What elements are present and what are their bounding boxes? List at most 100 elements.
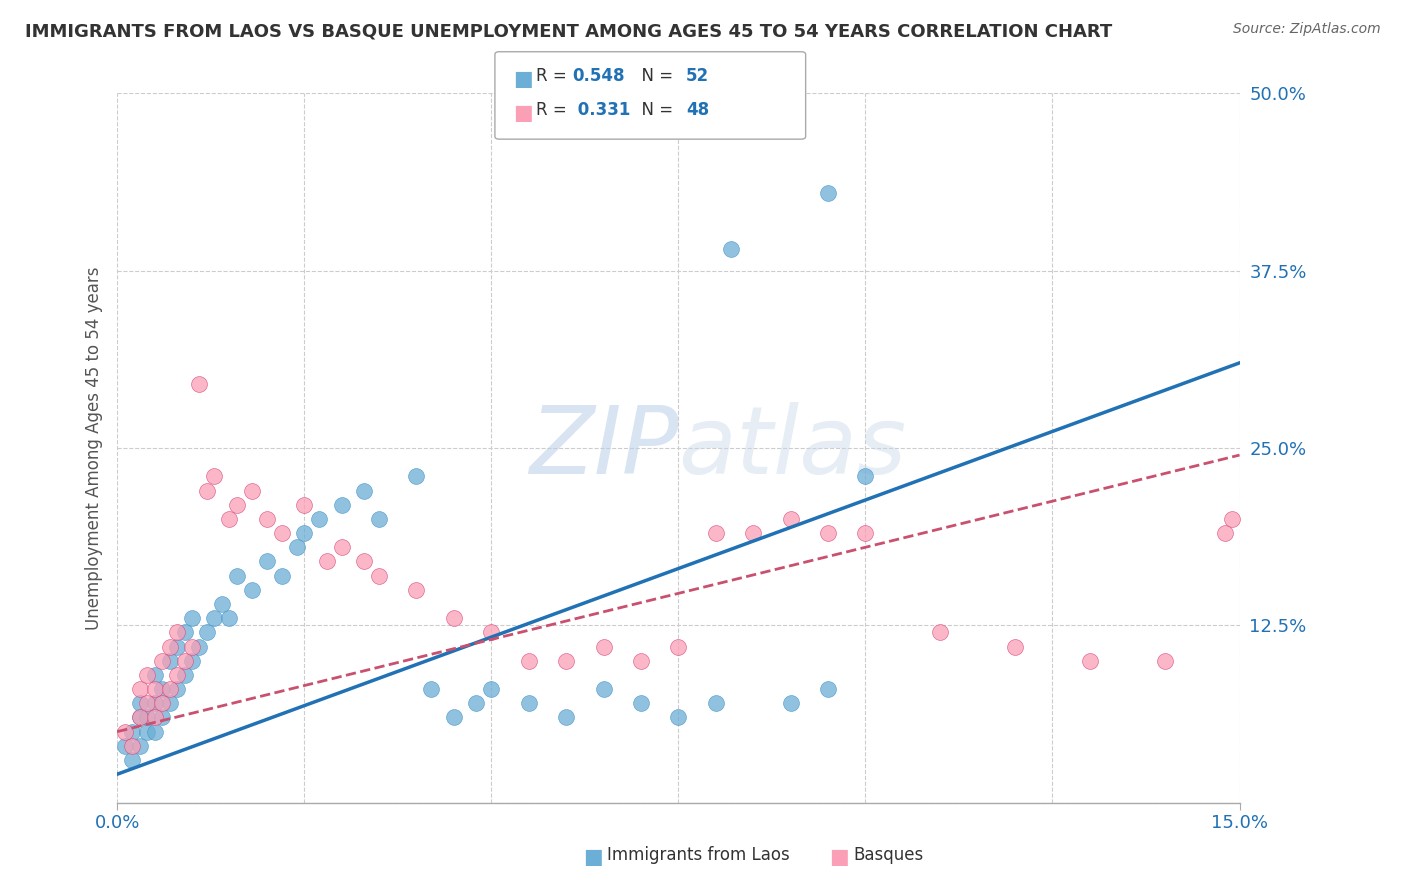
Point [114,724,136,739]
Point [779,696,801,710]
Point [166,640,188,654]
Point [555,710,578,724]
Point [517,696,540,710]
Point [443,710,465,724]
Point [1220,512,1243,526]
Point [308,512,330,526]
Point [353,483,375,498]
Point [443,611,465,625]
Text: 0.331: 0.331 [572,101,631,119]
Text: Basques: Basques [853,847,924,864]
Text: N =: N = [631,101,679,119]
Point [929,625,952,640]
Point [150,654,173,668]
Point [465,696,488,710]
Point [315,554,337,568]
Point [855,526,877,541]
Point [817,526,839,541]
Point [240,582,263,597]
Text: R =: R = [536,67,572,85]
Point [855,469,877,483]
Text: 52: 52 [686,67,709,85]
Point [330,498,353,512]
Point [256,554,278,568]
Point [630,654,652,668]
Text: 0.548: 0.548 [572,67,624,85]
Point [173,654,195,668]
Point [143,668,166,682]
Point [166,682,188,697]
Text: ■: ■ [513,69,533,88]
Point [143,710,166,724]
Point [173,625,195,640]
Point [150,696,173,710]
Point [143,724,166,739]
Point [292,498,315,512]
Text: ■: ■ [583,847,603,867]
Point [128,710,150,724]
Point [128,739,150,753]
Point [817,682,839,697]
Point [218,512,240,526]
Point [159,654,181,668]
Text: IMMIGRANTS FROM LAOS VS BASQUE UNEMPLOYMENT AMONG AGES 45 TO 54 YEARS CORRELATIO: IMMIGRANTS FROM LAOS VS BASQUE UNEMPLOYM… [25,22,1112,40]
Point [181,640,204,654]
Text: N =: N = [631,67,679,85]
Point [270,526,292,541]
Point [592,682,614,697]
Point [166,625,188,640]
Point [173,668,195,682]
Point [479,625,502,640]
Point [121,739,143,753]
Point [188,377,211,392]
Text: ■: ■ [830,847,849,867]
Point [136,696,159,710]
Point [218,611,240,625]
Point [1153,654,1175,668]
Point [195,483,218,498]
Point [704,526,727,541]
Point [666,710,689,724]
Point [159,696,181,710]
Point [136,724,159,739]
Point [720,243,742,257]
Point [128,710,150,724]
Point [742,526,765,541]
Point [150,710,173,724]
Point [225,498,247,512]
Point [517,654,540,668]
Point [270,568,292,582]
Text: ZIP: ZIP [529,402,678,493]
Point [128,696,150,710]
Point [121,753,143,767]
Point [420,682,443,697]
Point [128,682,150,697]
Point [143,696,166,710]
Point [136,710,159,724]
Point [211,597,233,611]
Point [159,682,181,697]
Point [368,512,391,526]
Point [143,682,166,697]
Point [150,682,173,697]
Point [405,582,427,597]
Point [181,654,204,668]
Point [292,526,315,541]
Point [136,668,159,682]
Point [368,568,391,582]
Point [353,554,375,568]
Point [779,512,801,526]
Point [666,640,689,654]
Y-axis label: Unemployment Among Ages 45 to 54 years: Unemployment Among Ages 45 to 54 years [86,266,103,630]
Point [405,469,427,483]
Point [1213,526,1236,541]
Point [592,640,614,654]
Point [195,625,218,640]
Point [240,483,263,498]
Point [204,469,226,483]
Point [225,568,247,582]
Text: ■: ■ [513,103,533,122]
Point [285,541,308,555]
Point [1078,654,1101,668]
Point [630,696,652,710]
